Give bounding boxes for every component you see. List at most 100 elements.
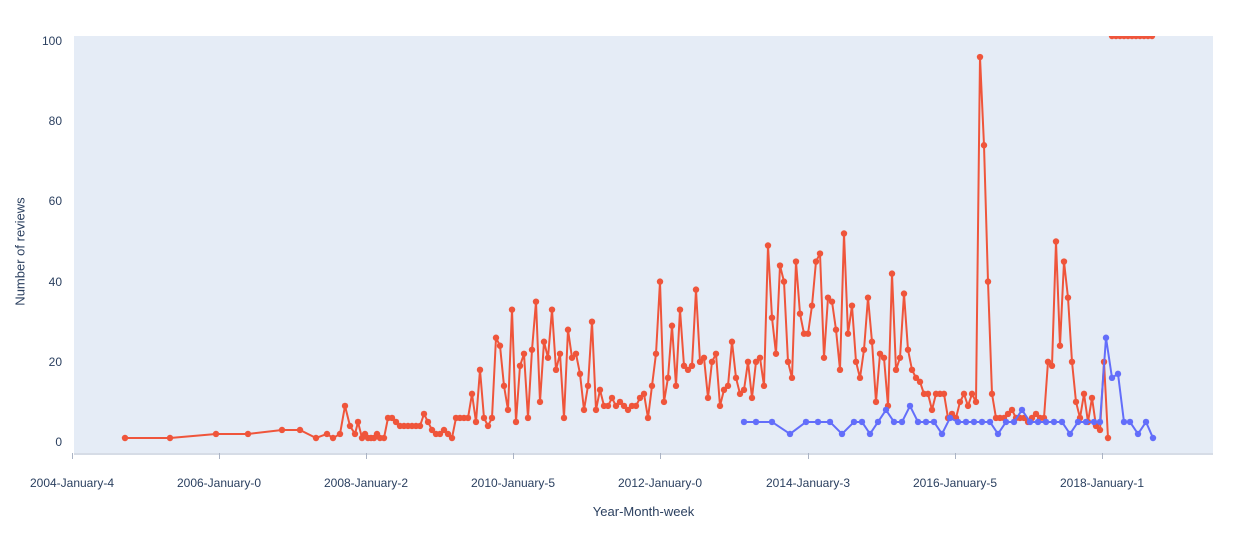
data-point — [652, 350, 660, 357]
data-point — [1034, 418, 1042, 426]
data-point — [644, 414, 652, 422]
data-point — [472, 418, 480, 426]
data-point — [896, 354, 904, 361]
data-point — [684, 366, 692, 374]
data-point — [924, 390, 932, 398]
x-axis-tick-mark — [513, 453, 514, 459]
y-axis-tick-label: 100 — [41, 34, 62, 48]
data-point — [560, 414, 568, 422]
data-point — [780, 278, 788, 285]
data-point — [656, 278, 664, 285]
data-point — [968, 390, 976, 398]
data-point — [928, 406, 936, 414]
data-point — [764, 242, 772, 249]
data-point — [1066, 430, 1074, 438]
data-point — [1120, 418, 1128, 426]
data-point — [728, 338, 736, 345]
data-point — [1052, 238, 1060, 245]
data-point — [556, 350, 564, 357]
x-axis-tick-mark — [660, 453, 661, 459]
data-point — [664, 374, 672, 382]
data-point — [488, 414, 496, 422]
data-point — [604, 402, 612, 410]
data-point — [786, 430, 794, 438]
data-point — [1096, 418, 1104, 426]
x-axis-tick-mark — [808, 453, 809, 459]
x-axis-tick-label: 2008-January-2 — [323, 476, 409, 490]
x-axis-title: Year-Month-week — [592, 504, 695, 519]
data-point — [988, 390, 996, 398]
data-point — [720, 386, 728, 394]
data-point — [1042, 418, 1050, 426]
data-point — [388, 414, 396, 422]
data-point — [596, 386, 604, 394]
data-point — [166, 434, 174, 442]
data-point — [700, 354, 708, 361]
data-point — [676, 306, 684, 313]
data-point — [880, 354, 888, 361]
x-axis-tick-mark — [219, 453, 220, 459]
data-point — [346, 422, 354, 430]
data-point — [986, 418, 994, 426]
data-point — [672, 382, 680, 390]
data-point — [972, 398, 980, 406]
data-point — [592, 406, 600, 414]
x-axis-tick-mark — [72, 453, 73, 459]
data-point — [872, 398, 880, 406]
data-point — [1056, 342, 1064, 349]
data-point — [914, 418, 922, 426]
data-point — [808, 302, 816, 309]
data-point — [856, 374, 864, 382]
x-axis-tick-label: 2012-January-0 — [617, 476, 703, 490]
data-point — [296, 426, 304, 434]
data-point — [636, 394, 644, 402]
data-point — [484, 422, 492, 430]
data-point — [1080, 390, 1088, 398]
data-point — [962, 418, 970, 426]
data-point — [954, 418, 962, 426]
data-point — [552, 366, 560, 374]
data-point — [512, 418, 520, 426]
data-point — [850, 418, 858, 426]
data-point — [1096, 426, 1104, 434]
data-point — [1108, 374, 1116, 382]
data-point — [978, 418, 986, 426]
data-point — [1026, 418, 1034, 426]
data-point — [772, 350, 780, 357]
data-point — [648, 382, 656, 390]
data-point — [588, 318, 596, 325]
data-point — [548, 306, 556, 313]
data-point — [336, 430, 344, 438]
data-point — [640, 390, 648, 398]
data-point — [874, 418, 882, 426]
data-point — [692, 286, 700, 293]
data-point — [1104, 434, 1112, 442]
data-point — [1008, 406, 1016, 414]
data-point — [1074, 418, 1082, 426]
data-point — [768, 314, 776, 321]
data-point — [436, 430, 444, 438]
data-point — [836, 366, 844, 374]
data-point — [354, 418, 362, 426]
data-point — [1134, 430, 1142, 438]
data-point — [1004, 410, 1012, 418]
data-point — [1149, 434, 1157, 442]
data-point — [848, 302, 856, 309]
data-point — [668, 322, 676, 329]
data-point — [804, 330, 812, 337]
data-point — [428, 426, 436, 434]
data-point — [464, 414, 472, 422]
data-point — [480, 414, 488, 422]
data-point — [840, 230, 848, 237]
data-point — [784, 358, 792, 365]
data-point — [584, 382, 592, 390]
data-point — [852, 358, 860, 365]
data-point — [620, 402, 628, 410]
data-point — [930, 418, 938, 426]
data-point — [864, 294, 872, 301]
data-point — [448, 434, 456, 442]
data-point — [1002, 418, 1010, 426]
data-point — [984, 278, 992, 285]
x-axis-tick-mark — [366, 453, 367, 459]
x-axis-tick-label: 2004-January-4 — [29, 476, 115, 490]
